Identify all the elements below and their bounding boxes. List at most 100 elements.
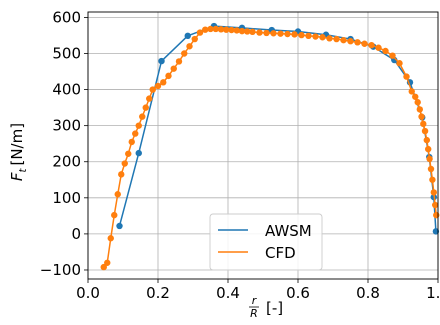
y-tick-label: 200 bbox=[52, 153, 81, 171]
data-point-awsm bbox=[184, 32, 191, 40]
x-axis-label-unit: [-] bbox=[266, 299, 283, 317]
y-tick-label: 100 bbox=[52, 189, 81, 207]
data-point-cfd bbox=[354, 39, 361, 46]
data-point-cfd bbox=[191, 35, 198, 43]
data-point-cfd bbox=[135, 122, 142, 129]
data-point-cfd bbox=[125, 150, 132, 157]
y-axis-label-unit: [N/m] bbox=[8, 123, 26, 166]
x-tick-label: 0.6 bbox=[286, 284, 310, 302]
y-axis-label: Ft[N/m] bbox=[8, 123, 29, 181]
x-tick-label: 0.8 bbox=[356, 284, 380, 302]
y-tick-label: 500 bbox=[52, 44, 81, 62]
data-point-cfd bbox=[114, 191, 121, 198]
data-point-cfd bbox=[412, 93, 419, 100]
data-point-cfd bbox=[160, 79, 167, 86]
data-point-cfd bbox=[375, 44, 382, 51]
data-point-cfd bbox=[217, 26, 225, 33]
y-axis-label-main: F bbox=[8, 172, 26, 181]
series-layer bbox=[100, 22, 440, 271]
data-point-cfd bbox=[202, 26, 209, 33]
data-point-cfd bbox=[421, 127, 429, 135]
x-axis-label: r R [-] bbox=[249, 294, 283, 320]
data-point-cfd bbox=[146, 95, 153, 102]
y-tick-label: 400 bbox=[52, 81, 81, 99]
data-point-cfd bbox=[249, 28, 256, 36]
data-point-cfd bbox=[107, 235, 114, 242]
data-point-cfd bbox=[429, 176, 436, 183]
data-point-cfd bbox=[186, 43, 193, 50]
data-point-cfd bbox=[149, 86, 156, 93]
data-point-cfd bbox=[368, 41, 375, 49]
data-point-awsm bbox=[158, 57, 165, 65]
data-point-cfd bbox=[361, 40, 368, 47]
y-tick-label: 300 bbox=[52, 117, 81, 135]
data-point-awsm bbox=[116, 222, 123, 230]
data-point-cfd bbox=[305, 32, 312, 40]
data-point-cfd bbox=[403, 73, 410, 80]
x-axis-label-numerator: r bbox=[252, 294, 258, 307]
data-point-cfd bbox=[121, 160, 128, 167]
x-tick-label: 1.0 bbox=[426, 284, 440, 302]
data-point-cfd bbox=[139, 113, 146, 120]
data-point-cfd bbox=[326, 35, 333, 42]
y-tick-label: 0 bbox=[71, 225, 81, 243]
data-point-cfd bbox=[432, 201, 439, 209]
data-point-cfd bbox=[416, 106, 423, 113]
data-point-cfd bbox=[298, 31, 305, 39]
legend: AWSM CFD bbox=[209, 213, 323, 271]
x-tick-label: 0.0 bbox=[76, 284, 100, 302]
data-point-cfd bbox=[389, 52, 396, 59]
y-tick-label: 600 bbox=[52, 8, 81, 26]
data-point-cfd bbox=[347, 38, 354, 45]
data-point-cfd bbox=[396, 60, 403, 67]
data-point-cfd bbox=[196, 29, 204, 36]
data-point-cfd bbox=[420, 120, 427, 128]
legend-box bbox=[209, 213, 323, 271]
x-tick-label: 0.4 bbox=[216, 284, 240, 302]
data-point-cfd bbox=[104, 259, 111, 266]
tick-layer: 0.0 0.2 0.4 0.6 0.8 1.0 −100 0 100 200 300 400 500 60… bbox=[40, 8, 440, 302]
data-point-cfd bbox=[181, 50, 188, 57]
x-tick-label: 0.2 bbox=[146, 284, 170, 302]
data-point-cfd bbox=[291, 31, 298, 38]
legend-label-awsm: AWSM bbox=[265, 222, 312, 240]
data-point-cfd bbox=[433, 211, 440, 219]
y-tick-label: −100 bbox=[40, 261, 81, 279]
data-point-cfd bbox=[212, 25, 219, 33]
data-point-cfd bbox=[233, 27, 240, 34]
data-point-cfd bbox=[423, 136, 430, 144]
plot-frame bbox=[87, 11, 439, 280]
svg-text:Ft[N/m]: Ft[N/m] bbox=[8, 123, 29, 181]
data-point-cfd bbox=[128, 138, 135, 146]
data-point-cfd bbox=[312, 33, 319, 40]
data-point-cfd bbox=[418, 113, 425, 120]
data-point-awsm bbox=[135, 149, 142, 157]
data-point-cfd bbox=[284, 30, 291, 38]
data-point-cfd bbox=[277, 30, 284, 37]
data-point-cfd bbox=[118, 171, 125, 178]
data-point-cfd bbox=[430, 189, 437, 196]
data-point-cfd bbox=[170, 65, 177, 72]
data-point-cfd bbox=[100, 263, 107, 271]
data-point-cfd bbox=[238, 27, 246, 35]
data-point-cfd bbox=[427, 165, 435, 173]
data-point-cfd bbox=[319, 34, 326, 41]
data-point-cfd bbox=[270, 30, 277, 37]
data-point-cfd bbox=[425, 145, 432, 153]
data-point-cfd bbox=[132, 130, 139, 137]
data-point-awsm bbox=[432, 228, 440, 235]
data-point-cfd bbox=[223, 26, 230, 33]
data-point-cfd bbox=[111, 211, 118, 219]
legend-label-cfd: CFD bbox=[265, 244, 296, 262]
data-point-cfd bbox=[154, 82, 162, 90]
data-point-cfd bbox=[414, 99, 421, 106]
data-point-cfd bbox=[256, 29, 263, 36]
data-point-cfd bbox=[408, 88, 415, 95]
data-point-cfd bbox=[142, 104, 149, 111]
data-point-cfd bbox=[333, 35, 340, 43]
data-point-cfd bbox=[207, 25, 214, 33]
y-axis-label-subscript: t bbox=[18, 167, 29, 172]
series-line-awsm bbox=[118, 25, 437, 232]
data-point-cfd bbox=[244, 28, 251, 35]
